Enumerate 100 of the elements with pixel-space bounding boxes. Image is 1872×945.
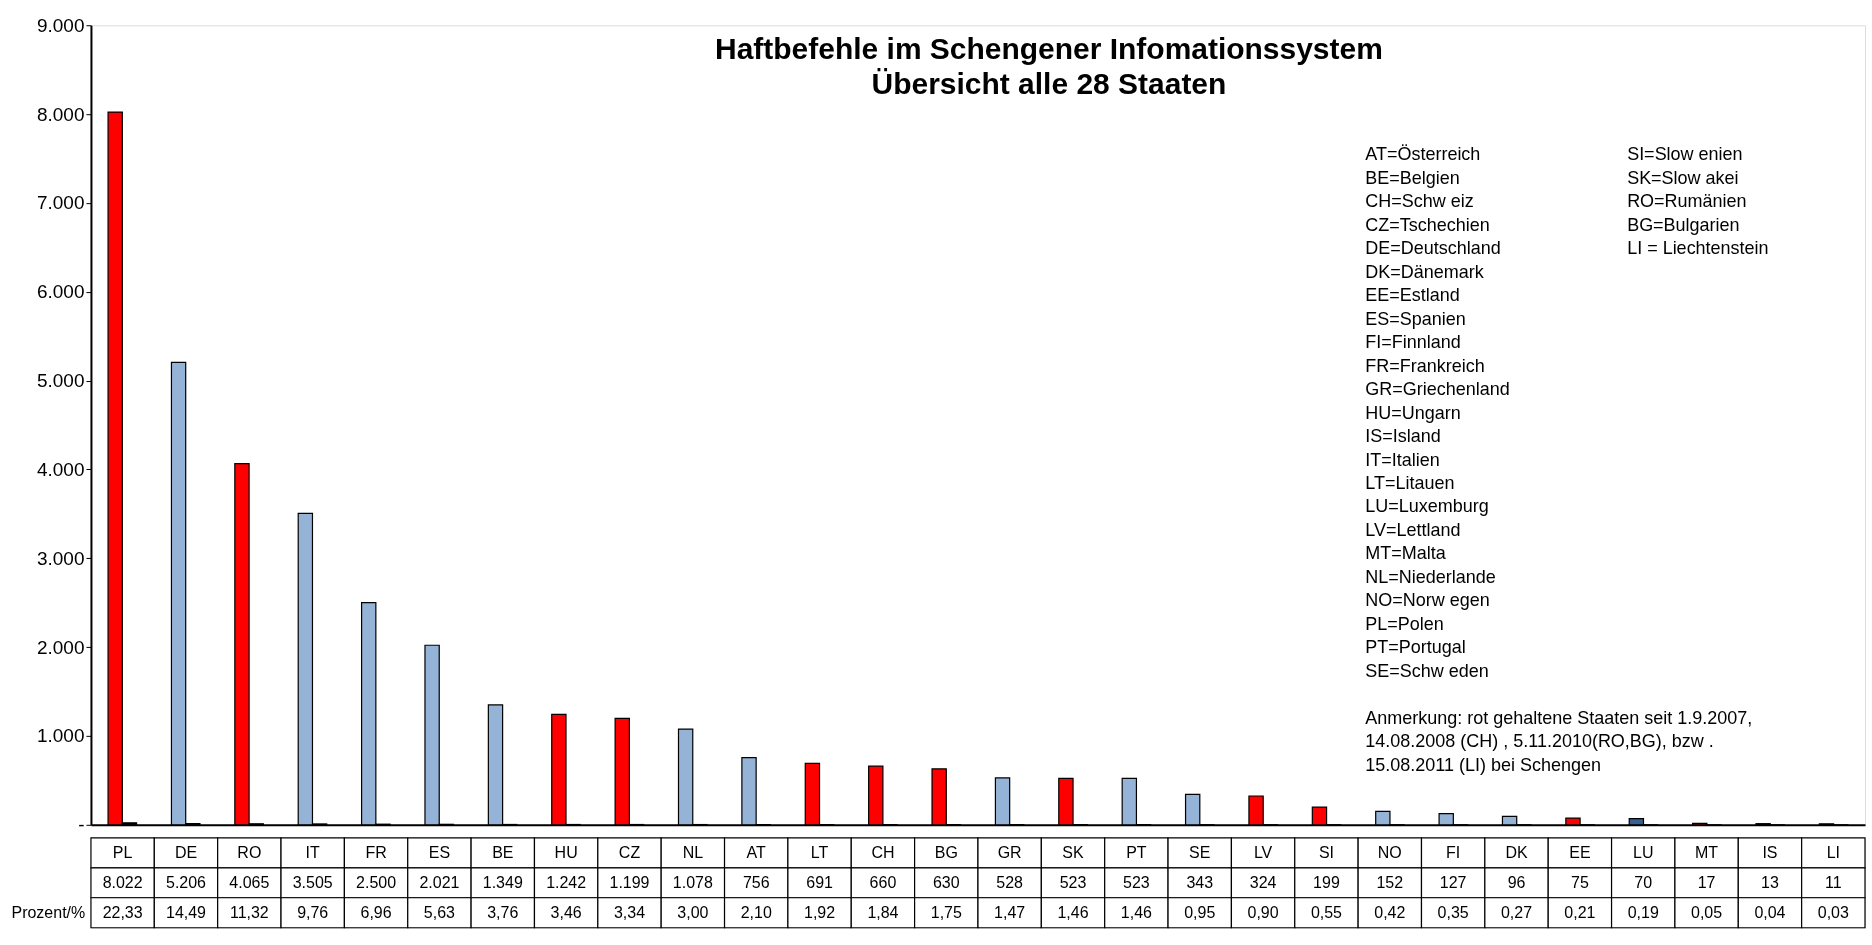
data-label: 0,19 xyxy=(1627,903,1659,921)
data-label: 660 xyxy=(869,873,897,891)
data-label: 14,49 xyxy=(165,903,207,921)
x-tick-label: LI xyxy=(1826,843,1840,861)
data-label: 0,21 xyxy=(1564,903,1596,921)
data-label: 3.505 xyxy=(292,873,333,891)
annotation: NO=Norw egen xyxy=(1365,590,1490,611)
y-tick-label: 2.000 xyxy=(36,636,85,658)
data-label: 11 xyxy=(1825,873,1842,891)
data-label: 17 xyxy=(1697,873,1716,891)
annotation: SE=Schw eden xyxy=(1365,660,1489,681)
data-label: 0,90 xyxy=(1247,903,1279,921)
data-label: 199 xyxy=(1313,873,1340,891)
data-label: 1,46 xyxy=(1120,903,1153,921)
data-label: 3,34 xyxy=(613,903,646,921)
data-label: 152 xyxy=(1376,873,1404,891)
data-label: 11,32 xyxy=(229,903,269,921)
data-label: 3,00 xyxy=(677,903,709,921)
data-label: 2.021 xyxy=(419,873,460,891)
y-tick-label: 1.000 xyxy=(36,725,85,747)
annotation: IS=Island xyxy=(1365,426,1441,447)
annotation: GR=Griechenland xyxy=(1365,379,1510,400)
x-tick-label: MT xyxy=(1695,843,1719,861)
y-tick-label: 3.000 xyxy=(36,547,85,569)
x-tick-label: HU xyxy=(554,843,578,861)
data-label: 6,96 xyxy=(360,903,392,921)
x-tick-label: SI xyxy=(1318,843,1335,861)
data-label: 1.078 xyxy=(672,873,713,891)
data-label: 4.065 xyxy=(229,873,270,891)
x-tick-label: PL xyxy=(112,843,133,861)
annotation: SI=Slow enien xyxy=(1627,144,1743,165)
data-label: 0,04 xyxy=(1754,903,1786,921)
y-tick-label: 7.000 xyxy=(36,192,85,214)
x-tick-label: LV xyxy=(1253,843,1273,861)
data-label: 5,63 xyxy=(423,903,456,921)
data-label: 523 xyxy=(1059,873,1087,891)
data-label: 1,75 xyxy=(930,903,962,921)
data-label: 3,76 xyxy=(487,903,519,921)
data-label: 1.349 xyxy=(482,873,523,891)
annotation: NL=Niederlande xyxy=(1365,566,1496,587)
data-label: 96 xyxy=(1507,873,1526,891)
x-tick-label: LT xyxy=(810,843,829,861)
annotation: PT=Portugal xyxy=(1365,637,1466,658)
data-label: 0,05 xyxy=(1691,903,1723,921)
annotation: Anmerkung: rot gehaltene Staaten seit 1.9.2007, 14.08.2008 (CH) , 5.11.2010(RO,BG), bzw . 15.08.2011 (LI) bei Schengen xyxy=(1365,707,1753,775)
data-label: 1,47 xyxy=(994,903,1026,921)
annotation: MT=Malta xyxy=(1365,543,1446,564)
x-tick-label: EE xyxy=(1569,843,1591,861)
data-label: 1.199 xyxy=(609,873,650,891)
data-label: 3,46 xyxy=(550,903,582,921)
annotation: PL=Polen xyxy=(1365,613,1444,634)
data-label: 8.022 xyxy=(102,873,143,891)
x-tick-label: PT xyxy=(1126,843,1147,861)
x-tick-label: IT xyxy=(305,843,321,861)
data-label: 75 xyxy=(1571,873,1589,891)
data-label: 1,46 xyxy=(1057,903,1089,921)
x-tick-label: NL xyxy=(682,843,704,861)
x-tick-label: AT xyxy=(746,843,767,861)
annotation: RO=Rumänien xyxy=(1627,191,1747,212)
x-tick-label: BG xyxy=(934,843,958,861)
y-tick-label: 4.000 xyxy=(36,458,85,480)
y-tick-label: 5.000 xyxy=(36,370,85,392)
data-label: 1,92 xyxy=(804,903,836,921)
x-tick-label: RO xyxy=(237,843,262,861)
data-label: 13 xyxy=(1761,873,1779,891)
annotation: DK=Dänemark xyxy=(1365,261,1485,282)
data-label: 1,84 xyxy=(867,903,899,921)
annotation: LT=Litauen xyxy=(1365,472,1455,493)
data-label: 0,03 xyxy=(1817,903,1849,921)
x-tick-label: CZ xyxy=(618,843,641,861)
x-tick-label: CH xyxy=(871,843,895,861)
annotation: IT=Italien xyxy=(1365,449,1440,470)
annotation: DE=Deutschland xyxy=(1365,238,1501,259)
data-label: 70 xyxy=(1634,873,1653,891)
x-tick-label: SK xyxy=(1062,843,1085,861)
annotation: BE=Belgien xyxy=(1365,167,1460,188)
x-tick-label: LU xyxy=(1633,843,1654,861)
x-tick-label: SE xyxy=(1189,843,1211,861)
data-label: 2.500 xyxy=(356,873,397,891)
data-label: 0,55 xyxy=(1310,903,1343,921)
x-tick-label: GR xyxy=(997,843,1022,861)
annotation: FR=Frankreich xyxy=(1365,355,1485,376)
data-label: 0,27 xyxy=(1500,903,1533,921)
annotation: EE=Estland xyxy=(1365,285,1460,306)
annotation: CZ=Tschechien xyxy=(1365,214,1490,235)
data-label: 0,42 xyxy=(1374,903,1406,921)
data-label: 2,10 xyxy=(740,903,772,921)
x-tick-label: FI xyxy=(1446,843,1461,861)
annotation: ES=Spanien xyxy=(1365,308,1466,329)
x-tick-label: IS xyxy=(1762,843,1778,861)
y-tick-label: 6.000 xyxy=(36,281,85,303)
annotation: AT=Österreich xyxy=(1365,144,1481,165)
data-label: 127 xyxy=(1439,873,1467,891)
annotation: LU=Luxemburg xyxy=(1365,496,1489,517)
x-tick-label: BE xyxy=(492,843,514,861)
annotation: SK=Slow akei xyxy=(1627,167,1739,188)
x-tick-label: FR xyxy=(365,843,387,861)
data-label: 523 xyxy=(1123,873,1150,891)
x-tick-label: DE xyxy=(174,843,198,861)
data-label: 756 xyxy=(742,873,770,891)
